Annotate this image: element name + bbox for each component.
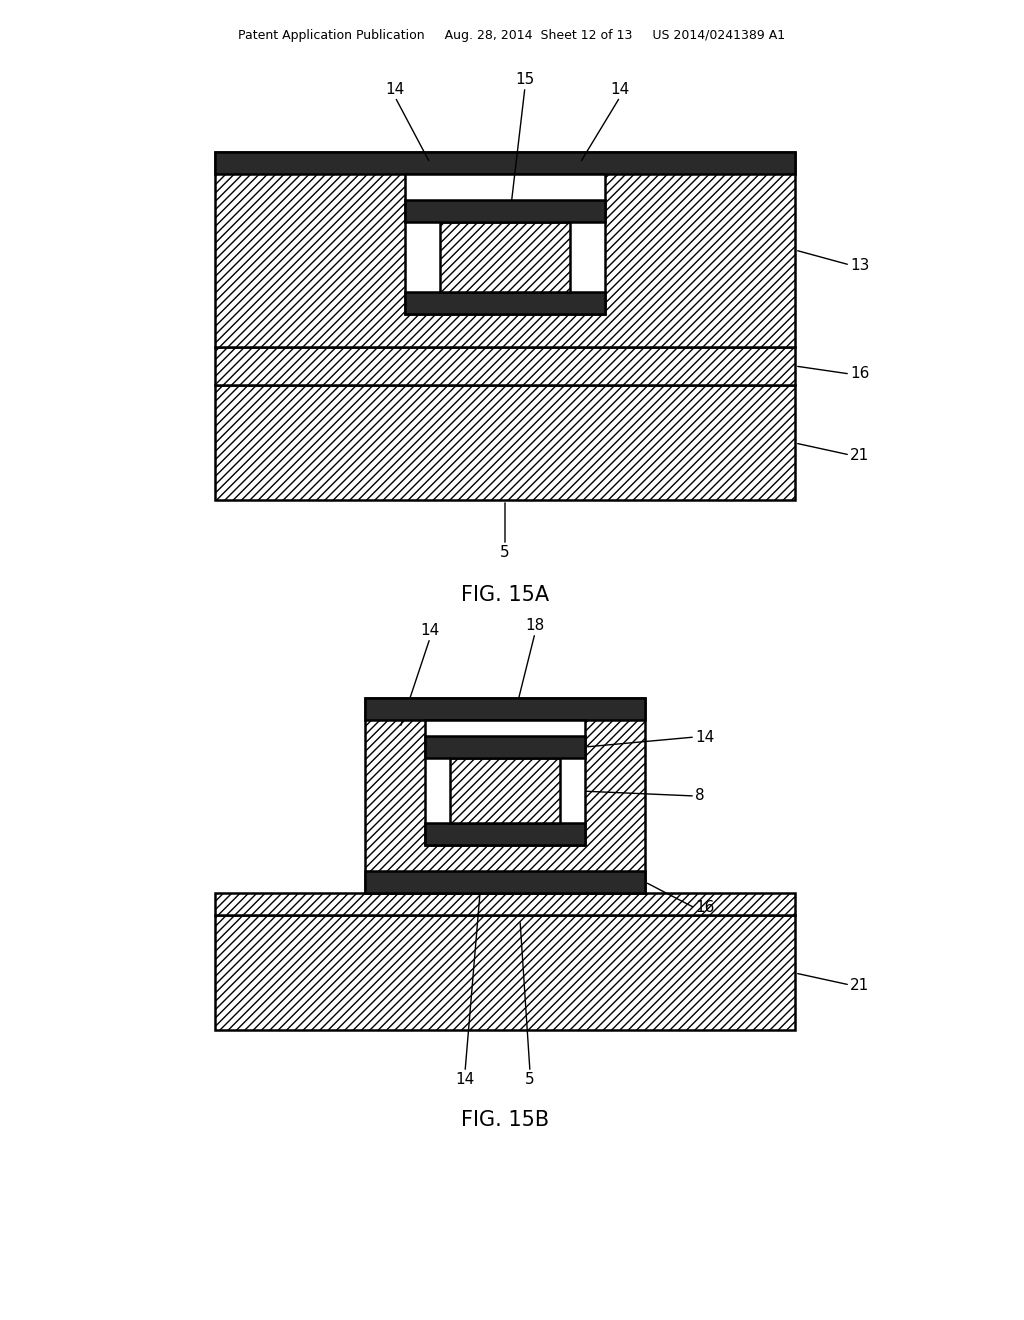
Bar [215, 894, 795, 915]
Bar [425, 719, 585, 845]
Bar [406, 174, 605, 314]
Bar [215, 385, 795, 500]
Bar [450, 758, 560, 822]
Text: 14: 14 [610, 82, 630, 96]
Text: 15: 15 [515, 73, 535, 87]
Text: 14: 14 [385, 82, 404, 96]
Bar [365, 698, 645, 894]
Bar [215, 152, 795, 174]
Text: 16: 16 [695, 900, 715, 916]
Text: 8: 8 [695, 788, 705, 804]
Bar [215, 915, 795, 1030]
Bar [440, 222, 570, 292]
Text: FIG. 15B: FIG. 15B [461, 1110, 549, 1130]
Text: 18: 18 [525, 618, 545, 634]
Bar [215, 152, 795, 347]
Text: 16: 16 [850, 367, 869, 381]
Bar [215, 347, 795, 385]
Bar [365, 698, 645, 719]
Text: FIG. 15A: FIG. 15A [461, 585, 549, 605]
Bar [425, 822, 585, 845]
Text: 21: 21 [850, 447, 869, 462]
Text: 14: 14 [695, 730, 715, 744]
Bar [425, 737, 585, 758]
Text: 5: 5 [525, 1072, 535, 1086]
Bar [365, 871, 645, 894]
Bar [406, 292, 605, 314]
Text: 13: 13 [850, 257, 869, 272]
Text: Patent Application Publication     Aug. 28, 2014  Sheet 12 of 13     US 2014/024: Patent Application Publication Aug. 28, … [239, 29, 785, 41]
Text: 14: 14 [421, 623, 439, 638]
Text: 14: 14 [456, 1072, 475, 1086]
Text: 21: 21 [850, 978, 869, 993]
Bar [406, 201, 605, 222]
Text: 5: 5 [500, 545, 510, 560]
